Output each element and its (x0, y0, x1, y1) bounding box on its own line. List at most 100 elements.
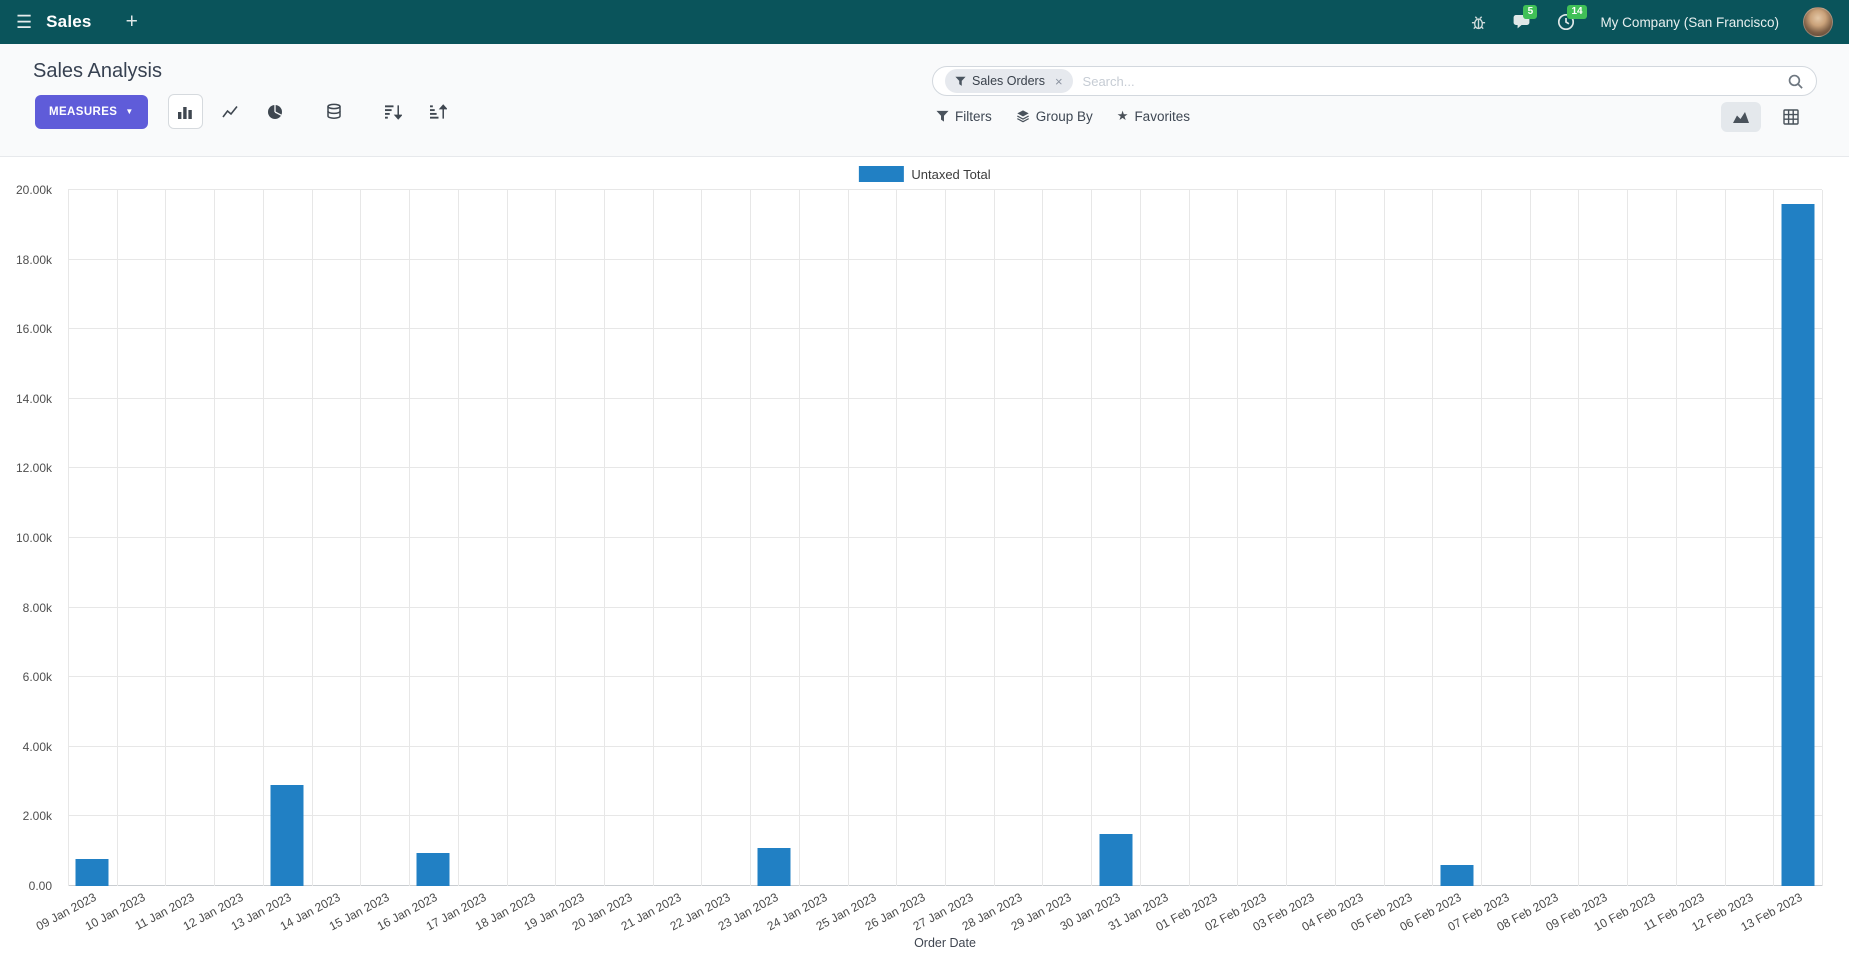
messages-badge: 5 (1523, 5, 1538, 19)
v-gridline (652, 190, 654, 886)
v-gridline (1383, 190, 1385, 886)
y-tick-label: 10.00k (15, 531, 52, 545)
sort-ascending-button[interactable] (421, 94, 456, 129)
group-by-button[interactable]: Group By (1016, 108, 1093, 124)
new-tab-button[interactable]: + (125, 10, 138, 33)
search-input[interactable] (1082, 73, 1787, 89)
v-gridline (1432, 190, 1434, 886)
activities-icon[interactable]: 14 (1556, 5, 1587, 32)
app-name[interactable]: Sales (46, 12, 92, 31)
y-tick-label: 6.00k (22, 670, 52, 685)
search-bar[interactable]: Sales Orders × (932, 66, 1817, 96)
top-navbar: ☰ Sales + 5 14 My Company (San Francisco… (0, 0, 1849, 44)
stacked-icon (327, 103, 341, 119)
bar[interactable] (757, 848, 791, 886)
h-gridline (68, 189, 1822, 190)
navbar-left: ☰ Sales + (16, 10, 138, 34)
bug-icon (1471, 15, 1486, 29)
bar[interactable] (75, 858, 109, 886)
search-options: Filters Group By ★ Favorites (936, 108, 1190, 124)
layers-icon (1016, 110, 1029, 123)
y-axis-labels: 0.00 2.00k 4.00k 6.00k 8.00k 10.00k 12.00k 14.0… (0, 183, 60, 893)
line-chart-button[interactable] (213, 94, 248, 129)
v-gridline (262, 190, 264, 886)
search-facet: Sales Orders × (945, 69, 1073, 93)
chevron-down-icon: ▼ (125, 107, 134, 116)
bar[interactable] (416, 852, 450, 886)
v-gridline (603, 190, 605, 886)
v-gridline (1529, 190, 1531, 886)
favorites-label: Favorites (1134, 108, 1190, 124)
pivot-view-button[interactable] (1771, 102, 1811, 132)
v-gridline (1334, 190, 1336, 886)
measures-button[interactable]: MEASURES ▼ (35, 94, 148, 129)
bar[interactable] (1440, 864, 1474, 886)
measures-label: MEASURES (49, 105, 118, 118)
v-gridline (1627, 190, 1629, 886)
debug-icon[interactable] (1468, 12, 1488, 32)
v-gridline (896, 190, 898, 886)
v-gridline (506, 190, 508, 886)
sort-descending-button[interactable] (376, 94, 411, 129)
page-title: Sales Analysis (33, 60, 162, 82)
v-gridline (1724, 190, 1726, 886)
bar-chart-button[interactable] (167, 94, 203, 129)
v-gridline (1042, 190, 1044, 886)
activities-badge: 14 (1567, 5, 1587, 19)
v-gridline (555, 190, 557, 886)
y-tick-label: 12.00k (15, 461, 52, 476)
company-switcher[interactable]: My Company (San Francisco) (1600, 14, 1779, 30)
control-panel: Sales Analysis MEASURES ▼ (0, 44, 1849, 157)
bar[interactable] (1781, 203, 1815, 886)
v-gridline (1822, 190, 1823, 886)
apps-menu-icon[interactable]: ☰ (16, 11, 33, 32)
area-chart-icon (1733, 112, 1749, 123)
facet-remove-button[interactable]: × (1054, 73, 1063, 89)
favorites-button[interactable]: ★ Favorites (1117, 108, 1190, 124)
graph-toolbar: MEASURES ▼ (35, 94, 466, 129)
stacked-toggle-button[interactable] (317, 94, 352, 129)
graph-view: Untaxed Total 0.00 2.00k 4.00k 6.00k 8.00k 10… (0, 157, 1849, 958)
filter-icon (936, 110, 949, 122)
v-gridline (311, 190, 313, 886)
pie-chart-button[interactable] (258, 94, 293, 129)
v-gridline (1237, 190, 1239, 886)
plot-area (68, 189, 1823, 886)
pie-chart-icon (268, 104, 283, 119)
x-axis-title: Order Date (914, 936, 976, 950)
v-gridline (750, 190, 752, 886)
line-chart-icon (222, 105, 238, 117)
y-tick-label: 2.00k (22, 809, 52, 824)
messages-icon[interactable]: 5 (1512, 5, 1538, 32)
bar-chart-icon (178, 106, 193, 119)
v-gridline (945, 190, 946, 886)
star-icon: ★ (1116, 108, 1129, 123)
clock-icon (1558, 13, 1575, 31)
user-avatar[interactable] (1803, 7, 1833, 37)
filters-button[interactable]: Filters (936, 108, 992, 124)
legend-swatch (858, 166, 904, 182)
search-icon[interactable] (1787, 73, 1804, 90)
filters-label: Filters (955, 108, 992, 124)
v-gridline (457, 190, 459, 886)
v-gridline (1675, 190, 1677, 886)
chart-legend[interactable]: Untaxed Total (858, 166, 991, 182)
y-tick-label: 16.00k (15, 322, 52, 337)
v-gridline (409, 190, 411, 886)
bar[interactable] (1099, 833, 1133, 886)
facet-label: Sales Orders (972, 74, 1045, 88)
v-gridline (701, 190, 703, 886)
v-gridline (1286, 190, 1288, 886)
graph-view-button[interactable] (1721, 102, 1761, 132)
v-gridline (1139, 190, 1141, 886)
v-gridline (847, 190, 849, 886)
v-gridline (1188, 190, 1190, 886)
y-tick-label: 4.00k (22, 739, 52, 754)
v-gridline (1578, 190, 1580, 886)
v-gridline (1773, 190, 1775, 886)
legend-label: Untaxed Total (911, 166, 991, 182)
bar[interactable] (270, 785, 304, 886)
v-gridline (116, 190, 118, 886)
v-gridline (1091, 190, 1093, 886)
pivot-table-icon (1783, 109, 1799, 125)
